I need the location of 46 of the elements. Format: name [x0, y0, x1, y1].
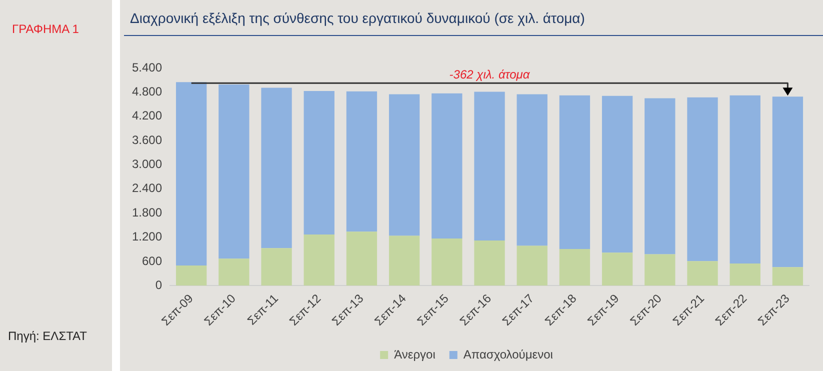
bar: [261, 88, 292, 248]
bar: [346, 91, 378, 232]
bar: [687, 261, 718, 286]
bar: [644, 254, 676, 286]
y-tick-label: 5.400: [132, 60, 162, 74]
bar: [559, 248, 590, 286]
bar: [772, 267, 804, 286]
bar: [218, 84, 250, 259]
bar: [176, 266, 207, 286]
bar: [516, 246, 548, 286]
bar: [559, 95, 590, 249]
y-tick-label: 1.200: [132, 230, 162, 244]
bar: [772, 96, 804, 268]
chart-title: Διαχρονική εξέλιξη της σύνθεσης του εργατικού δυναμικού (σε χιλ. άτομα): [130, 10, 585, 26]
annotation: -362 χιλ. άτομα: [449, 67, 531, 82]
bar: [474, 92, 505, 241]
bar: [602, 96, 633, 253]
bar: [304, 90, 334, 234]
y-tick-label: 3.600: [132, 132, 162, 147]
bar: [388, 236, 420, 286]
y-tick-label: 1.800: [132, 205, 162, 220]
bar: [516, 94, 548, 246]
bar: [474, 240, 505, 286]
legend-label: Απασχολούμενοι: [463, 347, 554, 362]
bar: [218, 258, 250, 286]
text: ΓΡΑΦΗΜΑ 1: [12, 22, 79, 36]
y-tick-label: 2.400: [132, 181, 162, 196]
bar: [346, 232, 378, 286]
y-tick-label: 4.200: [132, 108, 162, 123]
text: Πηγή: ΕΛΣΤΑΤ: [8, 329, 88, 343]
bar: [602, 252, 633, 286]
bar: [730, 95, 760, 264]
bar: [304, 234, 334, 286]
y-tick-label: 0: [155, 278, 162, 292]
y-tick-label: 3.000: [132, 157, 162, 172]
legend-label: Άνεργοι: [394, 347, 436, 362]
bar: [687, 97, 718, 262]
y-tick-label: 600: [142, 254, 162, 268]
bar: [432, 238, 462, 286]
bar: [388, 94, 420, 236]
bar: [730, 264, 760, 286]
bar: [644, 98, 676, 254]
y-tick-label: 4.800: [132, 84, 162, 98]
bar: [432, 93, 462, 239]
bar: [261, 248, 292, 286]
bar: [176, 82, 207, 266]
